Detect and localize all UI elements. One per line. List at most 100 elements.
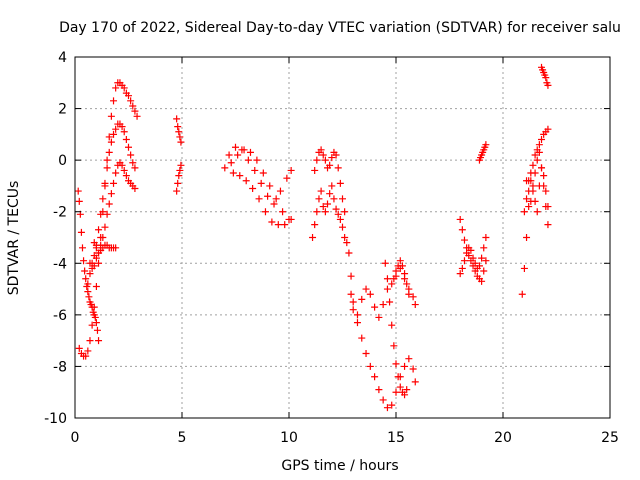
data-point — [544, 81, 552, 89]
data-point — [283, 174, 291, 182]
data-point — [381, 259, 389, 267]
y-tick-label: -8 — [53, 359, 67, 375]
data-point — [366, 290, 374, 298]
data-point — [480, 267, 488, 275]
data-point — [334, 164, 342, 172]
series-arc19 — [518, 125, 552, 298]
data-point — [90, 303, 98, 311]
data-point — [85, 293, 93, 301]
data-point — [270, 200, 278, 208]
data-point — [311, 221, 319, 229]
data-point — [313, 208, 321, 216]
data-point — [313, 156, 321, 164]
data-point — [520, 208, 528, 216]
data-point — [101, 223, 109, 231]
data-point — [544, 221, 552, 229]
data-point — [127, 97, 135, 105]
data-point — [259, 169, 267, 177]
data-point — [122, 136, 130, 144]
x-tick-label: 10 — [280, 430, 298, 446]
data-point — [173, 115, 181, 123]
data-point — [244, 156, 252, 164]
series-arc4 — [86, 159, 139, 272]
data-point — [131, 185, 139, 193]
data-point — [287, 215, 295, 223]
data-point — [326, 161, 334, 169]
data-point — [388, 280, 396, 288]
data-point — [463, 249, 471, 257]
data-point — [261, 208, 269, 216]
data-point — [456, 270, 464, 278]
data-point — [82, 352, 90, 360]
data-point — [238, 146, 246, 154]
data-point — [375, 386, 383, 394]
series-arc22 — [538, 63, 552, 89]
data-point — [255, 195, 263, 203]
data-point — [99, 234, 107, 241]
data-point — [177, 161, 185, 169]
data-point — [478, 254, 486, 262]
data-point — [105, 148, 113, 156]
data-point — [242, 177, 250, 185]
data-point — [92, 254, 100, 262]
data-point — [176, 133, 184, 141]
data-point — [343, 239, 351, 247]
data-point — [93, 326, 101, 334]
data-point — [173, 187, 181, 195]
data-point — [129, 159, 137, 167]
data-point — [125, 143, 132, 151]
data-point — [92, 244, 100, 252]
data-point — [542, 74, 550, 82]
data-point — [118, 123, 126, 131]
data-point — [86, 270, 94, 278]
data-point — [249, 185, 257, 193]
data-point — [177, 138, 185, 146]
data-point — [347, 290, 355, 298]
data-point — [315, 195, 323, 203]
series-arc8 — [225, 143, 295, 208]
axis-ticks — [74, 56, 611, 419]
data-point — [84, 347, 92, 355]
data-point — [324, 200, 332, 208]
data-point — [103, 156, 111, 164]
series-arc10 — [309, 182, 351, 247]
data-point — [279, 208, 287, 216]
data-points — [74, 63, 552, 412]
y-tick-label: 0 — [58, 153, 67, 169]
data-point — [525, 203, 533, 211]
data-point — [401, 362, 409, 370]
data-point — [403, 386, 411, 394]
data-point — [471, 259, 479, 267]
x-tick-label: 0 — [71, 430, 80, 446]
data-point — [99, 195, 107, 203]
y-tick-label: -6 — [53, 308, 67, 324]
series-arc17 — [456, 234, 490, 278]
series-arc21 — [523, 148, 552, 229]
data-point — [375, 313, 383, 321]
data-point — [456, 215, 464, 223]
data-point — [81, 267, 89, 275]
series-arc18 — [475, 141, 490, 164]
data-point — [336, 215, 344, 223]
data-point — [84, 280, 92, 288]
data-point — [274, 221, 282, 229]
data-point — [112, 244, 120, 252]
data-point — [272, 195, 280, 203]
data-point — [482, 141, 490, 149]
data-point — [92, 319, 100, 327]
data-point — [379, 301, 387, 309]
data-point — [396, 383, 404, 391]
data-point — [257, 179, 265, 187]
data-point — [482, 257, 490, 265]
data-point — [411, 378, 419, 386]
data-point — [347, 272, 355, 280]
data-point — [409, 365, 417, 373]
data-point — [107, 190, 115, 198]
data-point — [75, 197, 83, 205]
data-point — [122, 172, 130, 180]
data-point — [538, 136, 546, 144]
data-point — [287, 166, 295, 174]
data-point — [268, 218, 276, 226]
data-point — [403, 280, 411, 288]
data-point — [97, 210, 105, 218]
